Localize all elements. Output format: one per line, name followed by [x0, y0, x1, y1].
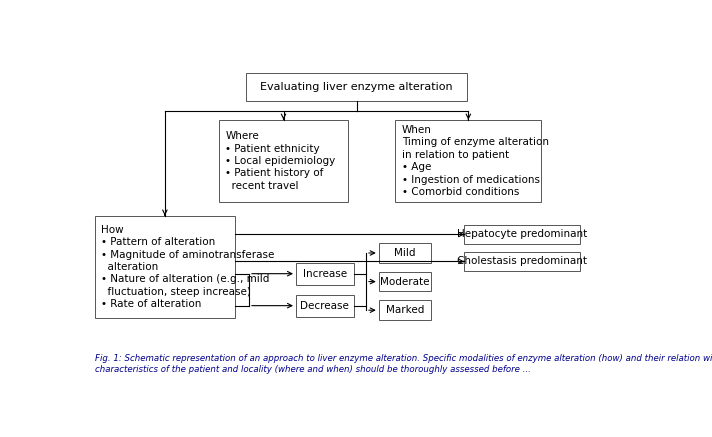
Text: Increase: Increase: [303, 269, 347, 279]
Bar: [246, 73, 467, 101]
Bar: [219, 120, 348, 202]
Bar: [296, 263, 354, 284]
Text: Decrease: Decrease: [300, 301, 350, 311]
Text: Mild: Mild: [394, 248, 416, 258]
Bar: [95, 215, 235, 318]
Text: Marked: Marked: [386, 305, 424, 315]
Bar: [464, 225, 580, 244]
Text: Evaluating liver enzyme alteration: Evaluating liver enzyme alteration: [261, 82, 453, 92]
Text: Where
• Patient ethnicity
• Local epidemiology
• Patient history of
  recent tra: Where • Patient ethnicity • Local epidem…: [225, 131, 335, 191]
Bar: [379, 243, 431, 263]
Text: When
Timing of enzyme alteration
in relation to patient
• Age
• Ingestion of med: When Timing of enzyme alteration in rela…: [402, 125, 549, 197]
Bar: [395, 120, 542, 202]
Bar: [296, 295, 354, 316]
Text: Moderate: Moderate: [380, 277, 429, 287]
Text: How
• Pattern of alteration
• Magnitude of aminotransferase
  alteration
• Natur: How • Pattern of alteration • Magnitude …: [101, 225, 275, 309]
Text: Fig. 1: Schematic representation of an approach to liver enzyme alteration. Spec: Fig. 1: Schematic representation of an a…: [95, 354, 712, 375]
Bar: [379, 300, 431, 320]
Bar: [379, 272, 431, 291]
Bar: [464, 252, 580, 271]
Text: Cholestasis predominant: Cholestasis predominant: [457, 257, 587, 267]
Text: Hepatocyte predominant: Hepatocyte predominant: [457, 229, 587, 239]
